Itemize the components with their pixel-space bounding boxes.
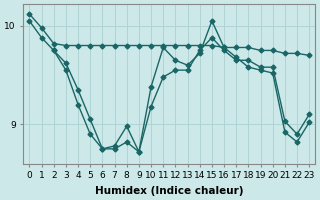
X-axis label: Humidex (Indice chaleur): Humidex (Indice chaleur) [95, 186, 244, 196]
